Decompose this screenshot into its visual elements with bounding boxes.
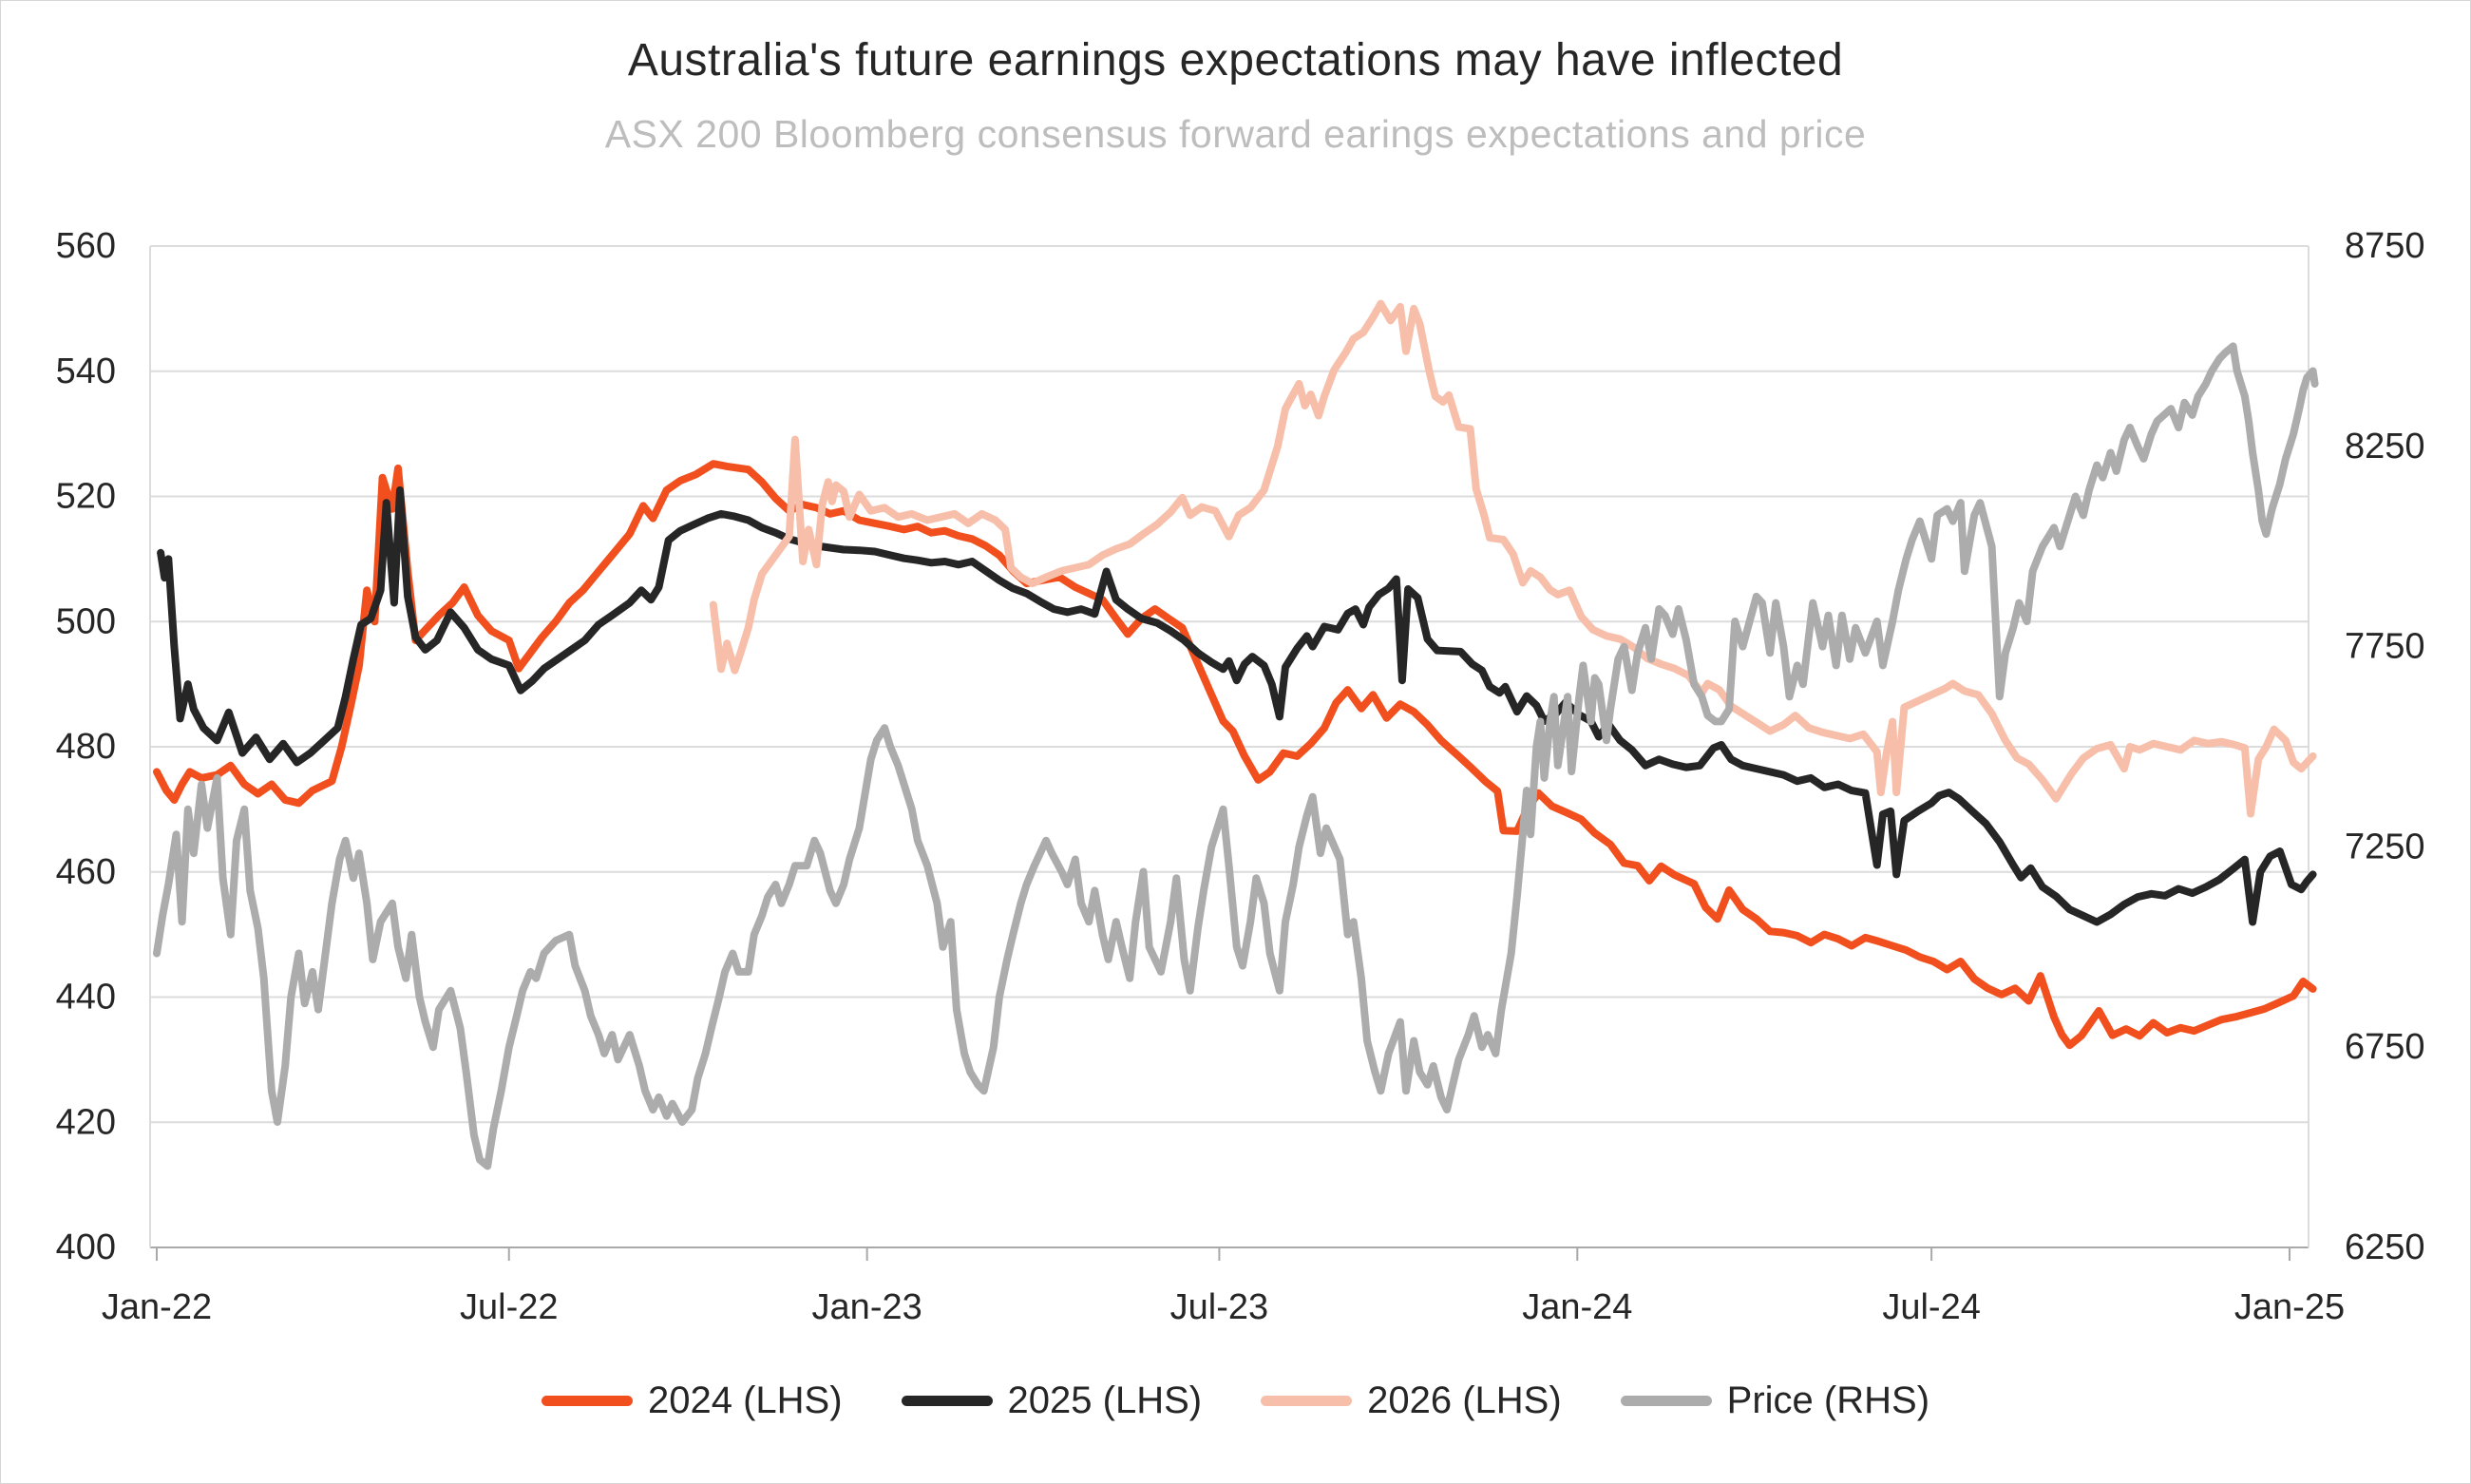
legend-item-2024: 2024 (LHS) <box>541 1379 843 1422</box>
legend-item-price: Price (RHS) <box>1620 1379 1930 1422</box>
y-axis-left-tick-label: 520 <box>56 477 116 517</box>
chart-legend: 2024 (LHS) 2025 (LHS) 2026 (LHS) Price (… <box>0 1379 2471 1422</box>
legend-item-2025: 2025 (LHS) <box>901 1379 1203 1422</box>
chart-subtitle: ASX 200 Bloomberg consensus forward eari… <box>604 112 1867 156</box>
series-line-2026 <box>709 299 2317 818</box>
y-axis-right-tick-label: 7750 <box>2345 627 2425 667</box>
y-axis-left-tick-label: 480 <box>56 727 116 767</box>
y-axis-right-tick-label: 6250 <box>2345 1227 2425 1267</box>
y-axis-left-tick-label: 440 <box>56 978 116 1018</box>
x-axis-tick-label: Jan-22 <box>102 1287 212 1327</box>
y-axis-left-tick-label: 560 <box>56 226 116 266</box>
series-line-2024 <box>153 460 2317 1050</box>
x-axis-tick-label: Jan-23 <box>812 1287 922 1327</box>
series-line-price <box>153 342 2319 1170</box>
y-axis-right-tick-label: 8750 <box>2345 226 2425 266</box>
legend-label-2024: 2024 (LHS) <box>647 1379 843 1421</box>
x-axis-tick-label: Jan-25 <box>2234 1287 2345 1327</box>
legend-swatch-2024-icon <box>541 1396 633 1406</box>
legend-swatch-2026-icon <box>1261 1396 1353 1406</box>
y-axis-left-tick-label: 420 <box>56 1102 116 1142</box>
y-axis-right-tick-label: 7250 <box>2345 827 2425 866</box>
x-axis-tick-label: Jul-24 <box>1882 1287 1981 1327</box>
y-axis-left-tick-label: 460 <box>56 852 116 892</box>
x-axis-tick-label: Jul-23 <box>1170 1287 1269 1327</box>
legend-label-2025: 2025 (LHS) <box>1007 1379 1203 1421</box>
legend-swatch-price-icon <box>1620 1396 1712 1406</box>
legend-label-2026: 2026 (LHS) <box>1367 1379 1562 1421</box>
y-axis-left-tick-label: 540 <box>56 352 116 391</box>
legend-label-price: Price (RHS) <box>1726 1379 1930 1421</box>
x-axis-tick-label: Jan-24 <box>1522 1287 1632 1327</box>
y-axis-right-tick-label: 8250 <box>2345 427 2425 466</box>
y-axis-left-tick-label: 400 <box>56 1227 116 1267</box>
chart-title: Australia's future earnings expectations… <box>627 35 1844 86</box>
y-axis-left-tick-label: 500 <box>56 601 116 641</box>
legend-swatch-2025-icon <box>901 1396 993 1406</box>
y-axis-right-tick-label: 6750 <box>2345 1027 2425 1067</box>
legend-item-2026: 2026 (LHS) <box>1261 1379 1562 1422</box>
series-line-2025 <box>157 485 2317 926</box>
x-axis-tick-label: Jul-22 <box>460 1287 559 1327</box>
